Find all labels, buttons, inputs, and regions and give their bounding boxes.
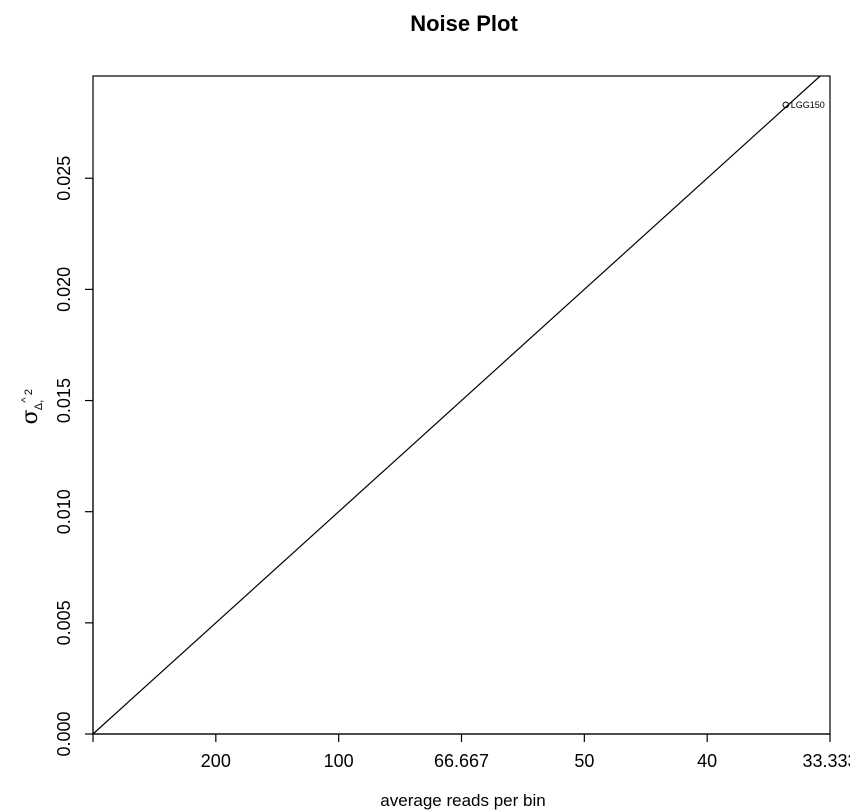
y-axis-label-hat: ^ — [20, 397, 32, 403]
data-point-0 — [782, 101, 790, 109]
y-tick-label-2: 0.010 — [54, 489, 74, 534]
x-tick-label-3: 50 — [574, 751, 594, 771]
x-tick-label-0: 200 — [201, 751, 231, 771]
y-tick-label-1: 0.005 — [54, 600, 74, 645]
points: LGG150 — [782, 100, 825, 110]
chart-title: Noise Plot — [410, 11, 518, 36]
y-axis-label-subscript: Δ, — [33, 400, 45, 410]
x-tick-label-1: 100 — [324, 751, 354, 771]
y-tick-label-5: 0.025 — [54, 156, 74, 201]
reference-line — [92, 75, 821, 735]
x-axis: 200 100 66.667 50 40 33.333 — [92, 733, 850, 771]
x-tick-label-2: 66.667 — [434, 751, 489, 771]
x-tick-label-5: 33.333 — [802, 751, 850, 771]
y-axis-label: σ ^ 2 Δ, — [18, 389, 45, 425]
data-point-label-0: LGG150 — [791, 100, 825, 110]
y-axis-label-superscript: 2 — [23, 389, 35, 395]
y-tick-label-0: 0.000 — [54, 711, 74, 756]
y-tick-label-3: 0.015 — [54, 378, 74, 423]
y-axis: 0.000 0.005 0.010 0.015 0.020 0.025 — [54, 156, 94, 757]
plot-frame — [92, 75, 831, 735]
y-tick-label-4: 0.020 — [54, 267, 74, 312]
y-axis-label-symbol: σ — [18, 409, 43, 424]
x-axis-label: average reads per bin — [380, 791, 545, 810]
x-tick-label-4: 40 — [697, 751, 717, 771]
